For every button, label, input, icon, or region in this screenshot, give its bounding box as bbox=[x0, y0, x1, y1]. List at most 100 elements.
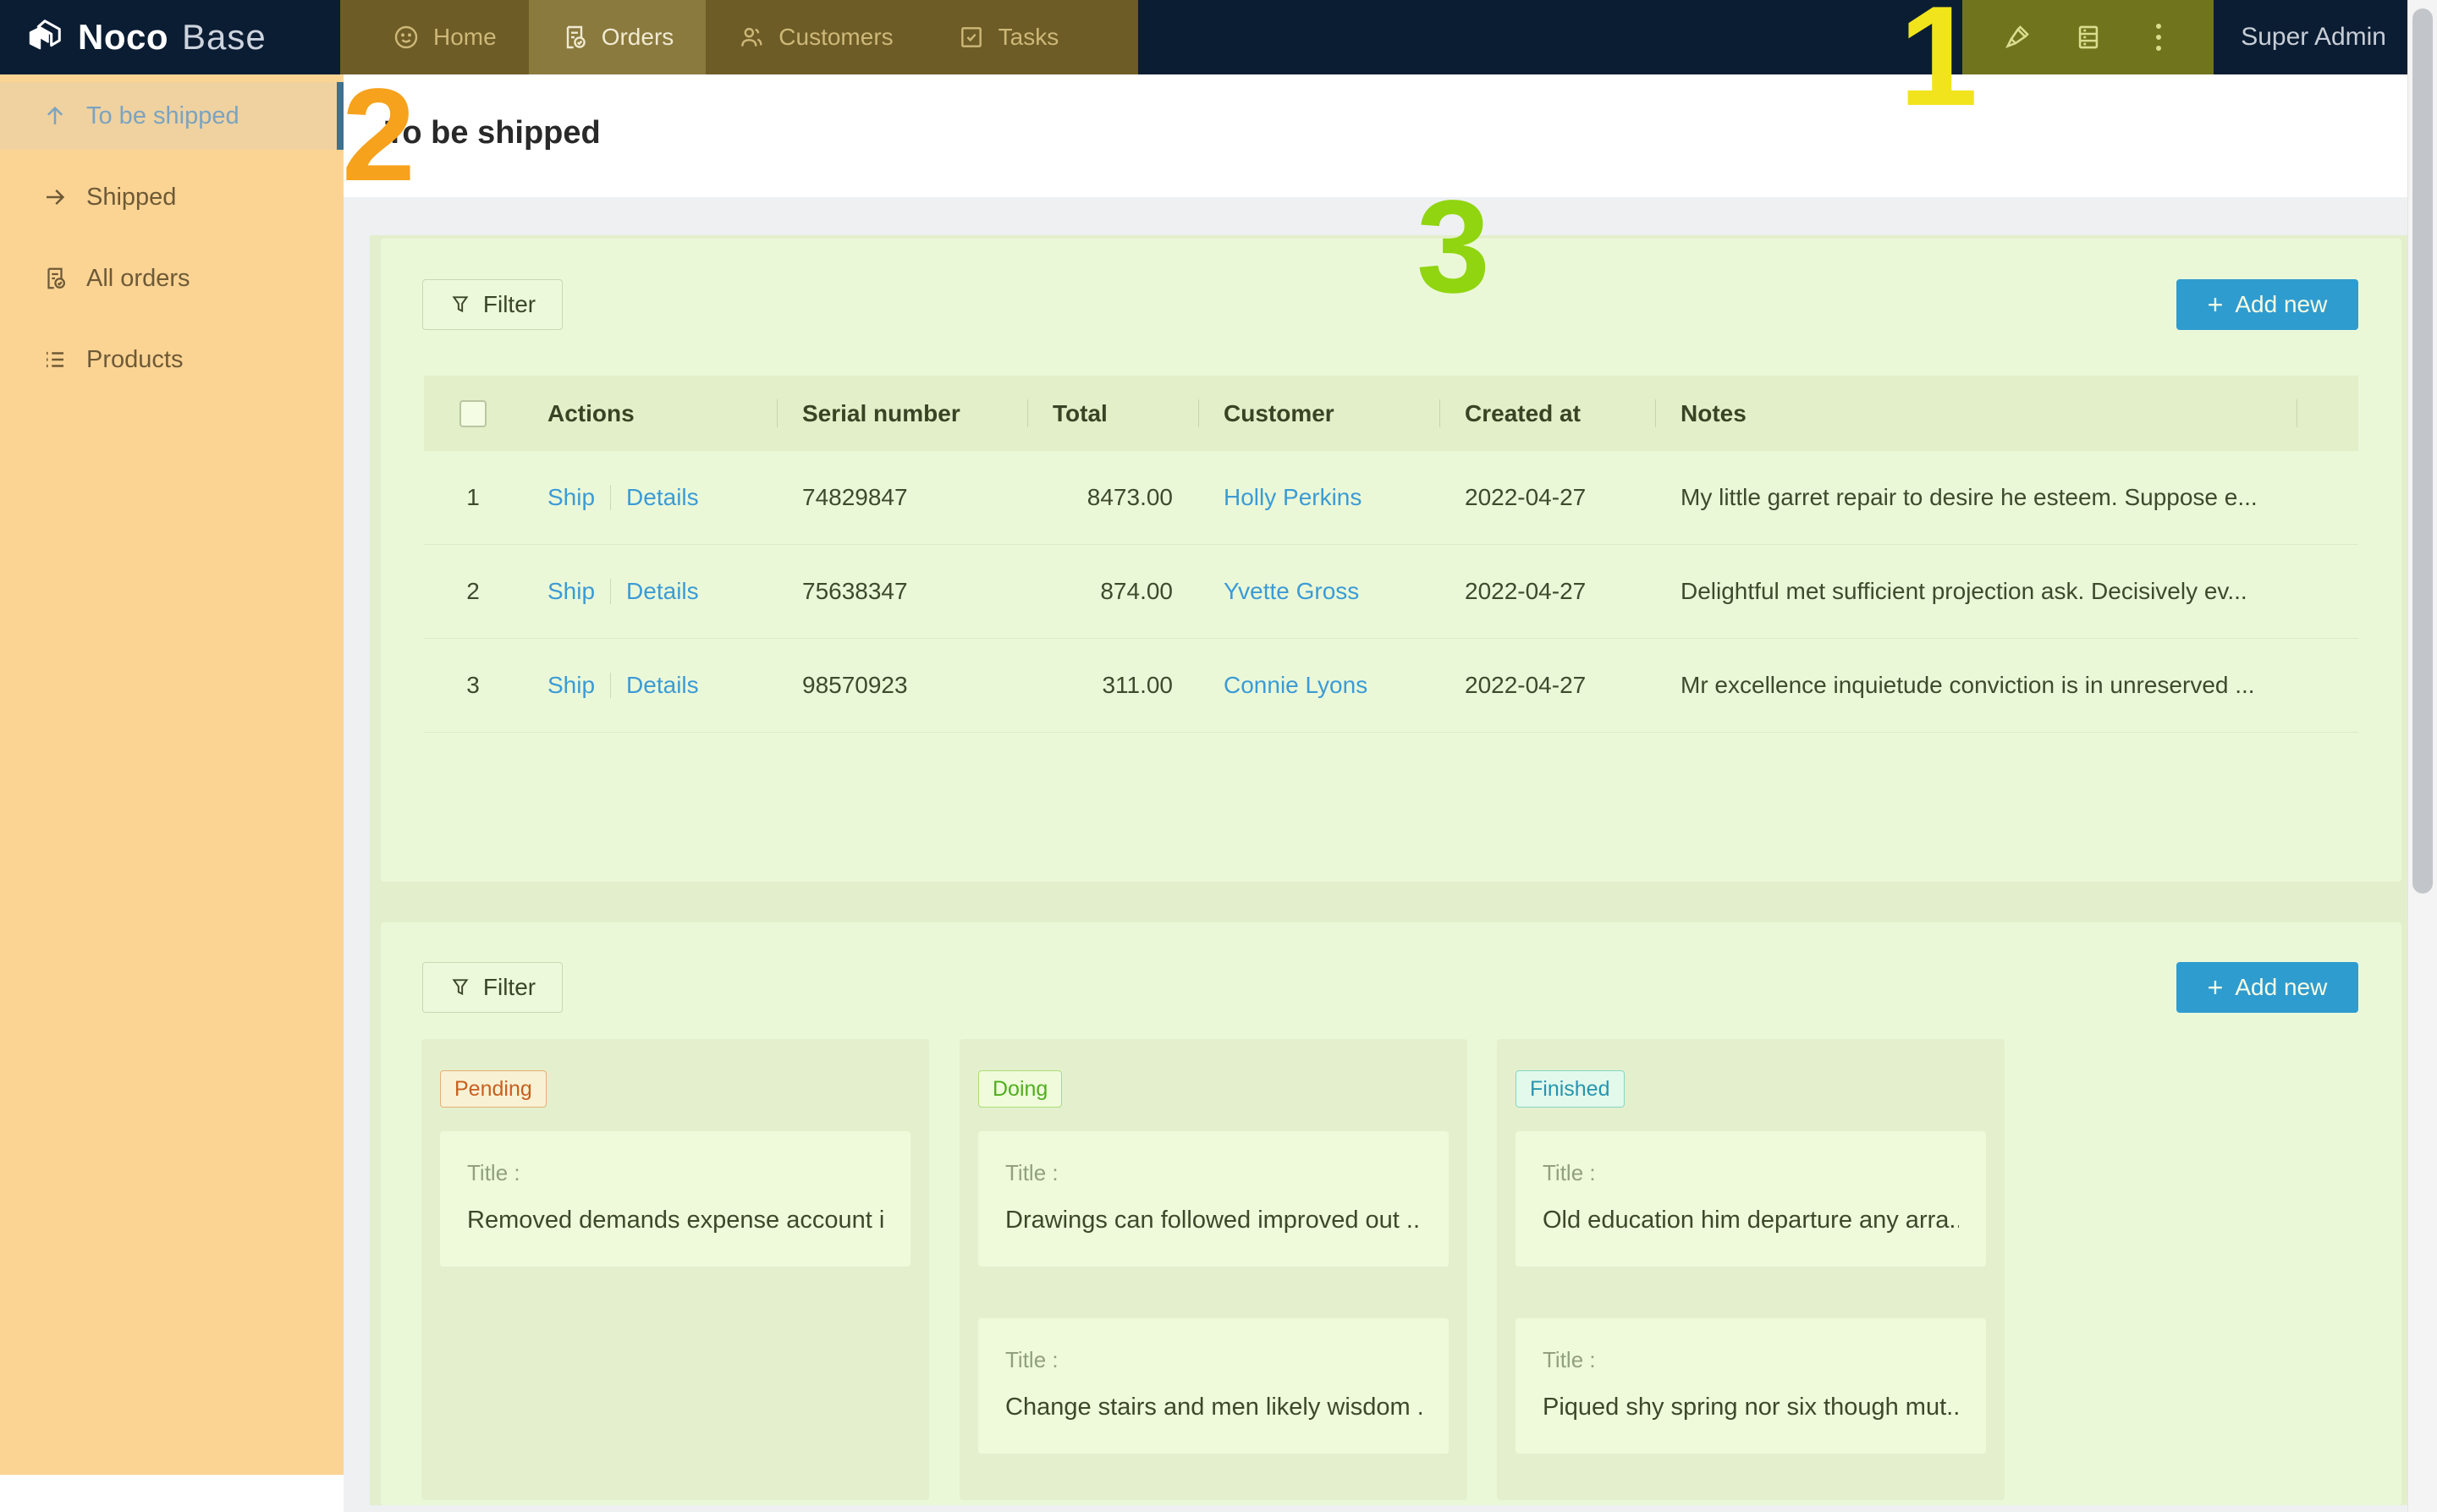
card-field-label: Title : bbox=[1005, 1160, 1059, 1185]
arrow-up-icon bbox=[42, 103, 68, 129]
serial-number-cell: 98570923 bbox=[802, 672, 908, 698]
page-header bbox=[344, 74, 2407, 197]
table-row: 1 Ship Details 74829847 8473.00 Holly Pe… bbox=[424, 451, 2358, 545]
total-cell: 311.00 bbox=[1102, 672, 1173, 698]
kanban-card[interactable]: Title : Drawings can followed improved o… bbox=[978, 1131, 1449, 1267]
add-new-button[interactable]: + Add new bbox=[2176, 279, 2358, 330]
tab-orders[interactable]: Orders bbox=[528, 0, 707, 74]
user-menu[interactable]: Super Admin bbox=[2241, 0, 2386, 74]
kanban-card[interactable]: Title : Piqued shy spring nor six though… bbox=[1516, 1318, 1986, 1454]
tab-label: Tasks bbox=[998, 24, 1059, 50]
kanban-column-doing: Doing Title : Drawings can followed impr… bbox=[960, 1039, 1467, 1500]
notes-cell: My little garret repair to desire he est… bbox=[1681, 484, 2258, 510]
column-header-actions: Actions bbox=[547, 399, 635, 426]
card-field-label: Title : bbox=[1005, 1347, 1059, 1372]
tab-label: Customers bbox=[778, 24, 894, 50]
sidebar-item-label: All orders bbox=[86, 264, 190, 292]
column-header-customer: Customer bbox=[1198, 376, 1439, 451]
add-new-label: Add new bbox=[2235, 974, 2328, 1000]
scrollbar-thumb[interactable] bbox=[2412, 8, 2433, 893]
serial-number-cell: 75638347 bbox=[802, 578, 908, 604]
action-divider bbox=[610, 673, 612, 698]
orders-table: Actions Serial number Total Customer Cre… bbox=[424, 376, 2358, 733]
smile-icon bbox=[393, 24, 420, 51]
filter-button-label: Filter bbox=[482, 291, 536, 317]
filter-button[interactable]: Filter bbox=[422, 962, 563, 1013]
kanban-card[interactable]: Title : Old education him departure any … bbox=[1516, 1131, 1986, 1267]
table-row: 3 Ship Details 98570923 311.00 Connie Ly… bbox=[424, 639, 2358, 733]
page-title: To be shipped bbox=[385, 115, 601, 151]
plus-icon: + bbox=[2207, 972, 2224, 1003]
sidebar-item-all-orders[interactable]: All orders bbox=[0, 245, 344, 312]
card-field-label: Title : bbox=[467, 1160, 520, 1185]
nav-icons-highlight-overlay bbox=[1962, 0, 2214, 74]
status-tag-pending: Pending bbox=[440, 1070, 547, 1108]
tab-tasks[interactable]: Tasks bbox=[926, 0, 1092, 74]
details-link[interactable]: Details bbox=[626, 672, 699, 698]
nocobase-logo-icon bbox=[25, 18, 64, 57]
ship-link[interactable]: Ship bbox=[547, 672, 596, 698]
file-done-icon bbox=[561, 24, 588, 51]
card-field-value: Change stairs and men likely wisdom ... bbox=[1005, 1394, 1422, 1421]
tab-label: Orders bbox=[601, 24, 674, 50]
customer-link[interactable]: Holly Perkins bbox=[1224, 484, 1362, 510]
card-field-label: Title : bbox=[1543, 1347, 1596, 1372]
card-field-value: Removed demands expense account i... bbox=[467, 1207, 883, 1234]
kanban-column-pending: Pending Title : Removed demands expense … bbox=[421, 1039, 929, 1500]
selected-indicator bbox=[337, 82, 344, 150]
row-actions: Ship Details bbox=[522, 545, 777, 638]
ship-link[interactable]: Ship bbox=[547, 484, 596, 510]
sidebar-menu: To be shipped Shipped All orders Product… bbox=[0, 74, 344, 1475]
tab-customers[interactable]: Customers bbox=[706, 0, 925, 74]
action-divider bbox=[610, 579, 612, 604]
card-field-value: Drawings can followed improved out ... bbox=[1005, 1207, 1422, 1234]
total-cell: 8473.00 bbox=[1086, 484, 1173, 510]
details-link[interactable]: Details bbox=[626, 484, 699, 510]
orders-table-block: Filter + Add new Actions Serial number T… bbox=[381, 239, 2401, 1053]
more-ellipsis-icon[interactable] bbox=[2143, 21, 2175, 53]
action-divider bbox=[610, 485, 612, 510]
status-tag-finished: Finished bbox=[1516, 1070, 1625, 1108]
row-index: 1 bbox=[466, 484, 480, 510]
sidebar-item-products[interactable]: Products bbox=[0, 326, 344, 393]
logo-text-noco: Noco bbox=[78, 17, 168, 57]
serial-number-cell: 74829847 bbox=[802, 484, 908, 510]
filter-button-label: Filter bbox=[482, 974, 536, 1000]
card-field-value: Piqued shy spring nor six though mut... bbox=[1543, 1394, 1959, 1421]
add-new-label: Add new bbox=[2235, 291, 2328, 317]
user-name: Super Admin bbox=[2241, 23, 2386, 51]
sidebar-item-to-be-shipped[interactable]: To be shipped bbox=[0, 82, 344, 150]
kanban-block: Filter + Add new Pending Title : Removed… bbox=[381, 922, 2401, 1505]
filter-button[interactable]: Filter bbox=[422, 279, 563, 330]
sidebar-item-shipped[interactable]: Shipped bbox=[0, 163, 344, 231]
column-header-empty bbox=[2297, 376, 2358, 451]
add-new-button[interactable]: + Add new bbox=[2176, 962, 2358, 1013]
ship-link[interactable]: Ship bbox=[547, 578, 596, 604]
total-cell: 874.00 bbox=[1100, 578, 1173, 604]
usergroup-icon bbox=[738, 24, 765, 51]
nav-tabs-highlight-overlay: Home Orders Customers Tasks bbox=[340, 0, 1138, 74]
table-header-row: Actions Serial number Total Customer Cre… bbox=[424, 376, 2358, 451]
top-navbar: Noco Base Home Orders Customers bbox=[0, 0, 2437, 74]
logo-text-base: Base bbox=[182, 17, 267, 57]
highlighter-icon[interactable] bbox=[2001, 21, 2033, 53]
row-actions: Ship Details bbox=[522, 639, 777, 732]
nocobase-logo[interactable]: Noco Base bbox=[25, 0, 267, 74]
database-icon[interactable] bbox=[2072, 21, 2104, 53]
select-all-checkbox[interactable] bbox=[459, 399, 487, 427]
kanban-column-finished: Finished Title : Old education him depar… bbox=[1497, 1039, 2005, 1500]
customer-link[interactable]: Yvette Gross bbox=[1224, 578, 1360, 604]
arrow-right-icon bbox=[42, 184, 68, 210]
tab-home[interactable]: Home bbox=[360, 0, 529, 74]
notes-cell: Mr excellence inquietude conviction is i… bbox=[1681, 672, 2255, 698]
details-link[interactable]: Details bbox=[626, 578, 699, 604]
customer-link[interactable]: Connie Lyons bbox=[1224, 672, 1368, 698]
kanban-card[interactable]: Title : Change stairs and men likely wis… bbox=[978, 1318, 1449, 1454]
plus-icon: + bbox=[2207, 289, 2224, 320]
table-row: 2 Ship Details 75638347 874.00 Yvette Gr… bbox=[424, 545, 2358, 639]
column-header-notes: Notes bbox=[1655, 376, 2297, 451]
row-index: 3 bbox=[466, 672, 480, 698]
row-actions: Ship Details bbox=[522, 451, 777, 544]
kanban-card[interactable]: Title : Removed demands expense account … bbox=[440, 1131, 910, 1267]
